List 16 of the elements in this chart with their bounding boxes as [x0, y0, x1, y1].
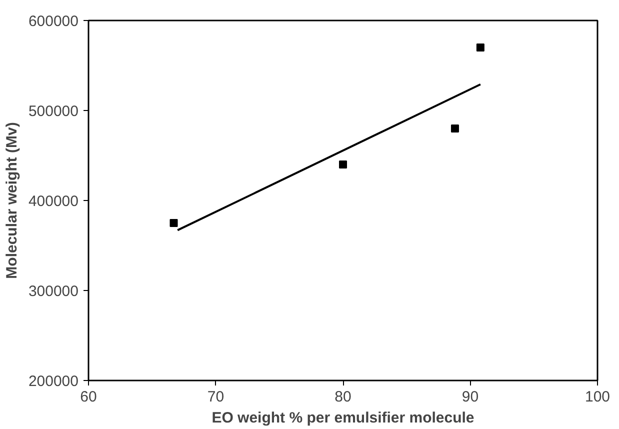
- x-tick-label: 100: [584, 388, 610, 406]
- y-tick-label: 400000: [28, 193, 79, 210]
- x-tick-label: 80: [334, 388, 352, 406]
- point: [450, 124, 459, 132]
- x-axis-title: EO weight % per emulsifier molecule: [212, 410, 474, 426]
- y-tick-label: 200000: [28, 373, 79, 390]
- y-tick-label: 600000: [28, 13, 79, 30]
- point: [170, 219, 178, 227]
- y-axis-title: Molecular weight (Mv): [3, 122, 20, 279]
- y-tick-label: 500000: [28, 103, 79, 120]
- y-tick-label: 300000: [28, 283, 79, 300]
- point: [339, 160, 347, 168]
- x-tick-label: 90: [462, 388, 479, 406]
- x-tick-label: 60: [80, 388, 97, 406]
- x-tick-label: 70: [207, 388, 224, 406]
- point: [476, 44, 484, 52]
